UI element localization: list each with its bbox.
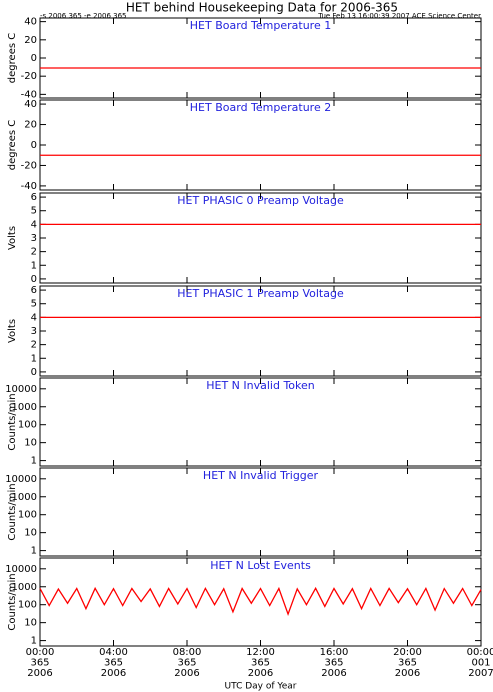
x-tick-label: 16:00 <box>320 647 349 658</box>
y-tick-label: 3 <box>31 326 37 337</box>
panel-title: HET PHASIC 1 Preamp Voltage <box>177 287 344 300</box>
x-tick-label: 2006 <box>27 668 52 679</box>
y-tick-label: 40 <box>24 99 37 110</box>
y-tick-label: 100 <box>18 420 37 431</box>
y-tick-label: -40 <box>21 181 37 192</box>
y-axis-label: degrees C <box>7 33 18 83</box>
y-tick-label: 6 <box>31 192 37 203</box>
x-tick-label: 20:00 <box>393 647 422 658</box>
data-line <box>39 586 482 617</box>
y-tick-label: 20 <box>24 35 37 46</box>
y-axis-label: Counts/min <box>7 483 18 540</box>
x-tick-label: 365 <box>251 658 270 669</box>
x-tick-label: 365 <box>104 658 123 669</box>
y-tick-label: 1 <box>31 260 37 271</box>
y-tick-label: 3 <box>31 233 37 244</box>
y-tick-label: 1 <box>31 546 37 557</box>
x-tick-label: 00:00 <box>26 647 55 658</box>
panel-title: HET N Lost Events <box>210 559 311 572</box>
y-tick-label: 4 <box>31 312 37 323</box>
x-axis-label: UTC Day of Year <box>225 682 297 692</box>
x-tick-label: 2007 <box>468 668 493 679</box>
panel-title: HET Board Temperature 2 <box>190 101 331 114</box>
x-tick-label: 2006 <box>248 668 273 679</box>
x-tick-label: 365 <box>30 658 49 669</box>
y-tick-label: 6 <box>31 285 37 296</box>
panel-title: HET Board Temperature 1 <box>190 19 331 32</box>
y-tick-label: 10000 <box>5 474 37 485</box>
x-tick-label: 2006 <box>321 668 346 679</box>
y-tick-label: 0 <box>31 367 37 378</box>
y-tick-label: 1 <box>31 353 37 364</box>
x-tick-label: 2006 <box>395 668 420 679</box>
y-tick-label: 1000 <box>12 402 37 413</box>
y-tick-label: 4 <box>31 219 37 230</box>
y-tick-label: 10000 <box>5 384 37 395</box>
y-tick-label: 0 <box>31 140 37 151</box>
x-tick-label: 00:00 <box>467 647 493 658</box>
y-tick-label: 1 <box>31 636 37 647</box>
x-tick-label: 2006 <box>101 668 126 679</box>
y-tick-label: 10 <box>24 528 37 539</box>
y-tick-label: 0 <box>31 53 37 64</box>
y-tick-label: 2 <box>31 247 37 258</box>
y-tick-label: 100 <box>18 600 37 611</box>
x-tick-label: 12:00 <box>246 647 275 658</box>
x-tick-label: 08:00 <box>173 647 202 658</box>
panel-title: HET N Invalid Token <box>206 379 315 392</box>
y-axis-label: Volts <box>7 319 18 343</box>
y-tick-label: 10 <box>24 618 37 629</box>
timestamp: Tue Feb 13 16:00:39 2007 ACE Science Cen… <box>317 12 481 20</box>
y-tick-label: -20 <box>21 160 37 171</box>
y-axis-label: degrees C <box>7 120 18 170</box>
y-tick-label: 1 <box>31 456 37 467</box>
y-tick-label: 100 <box>18 510 37 521</box>
y-axis-label: Counts/min <box>7 573 18 630</box>
x-tick-label: 365 <box>324 658 343 669</box>
y-tick-label: 10000 <box>5 564 37 575</box>
y-tick-label: 1000 <box>12 582 37 593</box>
x-tick-label: 2006 <box>174 668 199 679</box>
y-tick-label: -20 <box>21 71 37 82</box>
y-axis-label: Volts <box>7 226 18 250</box>
y-tick-label: -40 <box>21 89 37 100</box>
y-axis-label: Counts/min <box>7 393 18 450</box>
run-info: -s 2006 365 -e 2006 365 <box>40 12 126 20</box>
x-tick-label: 04:00 <box>99 647 128 658</box>
y-tick-label: 5 <box>31 299 37 310</box>
x-tick-label: 365 <box>398 658 417 669</box>
y-tick-label: 2 <box>31 340 37 351</box>
panel-title: HET N Invalid Trigger <box>203 469 319 482</box>
y-tick-label: 40 <box>24 17 37 28</box>
page-title: HET behind Housekeeping Data for 2006-36… <box>126 1 398 15</box>
y-tick-label: 1000 <box>12 492 37 503</box>
y-tick-label: 20 <box>24 120 37 131</box>
x-tick-label: 365 <box>177 658 196 669</box>
y-tick-label: 0 <box>31 274 37 285</box>
y-tick-label: 5 <box>31 206 37 217</box>
x-tick-label: 001 <box>471 658 490 669</box>
panel-title: HET PHASIC 0 Preamp Voltage <box>177 194 344 207</box>
y-tick-label: 10 <box>24 438 37 449</box>
